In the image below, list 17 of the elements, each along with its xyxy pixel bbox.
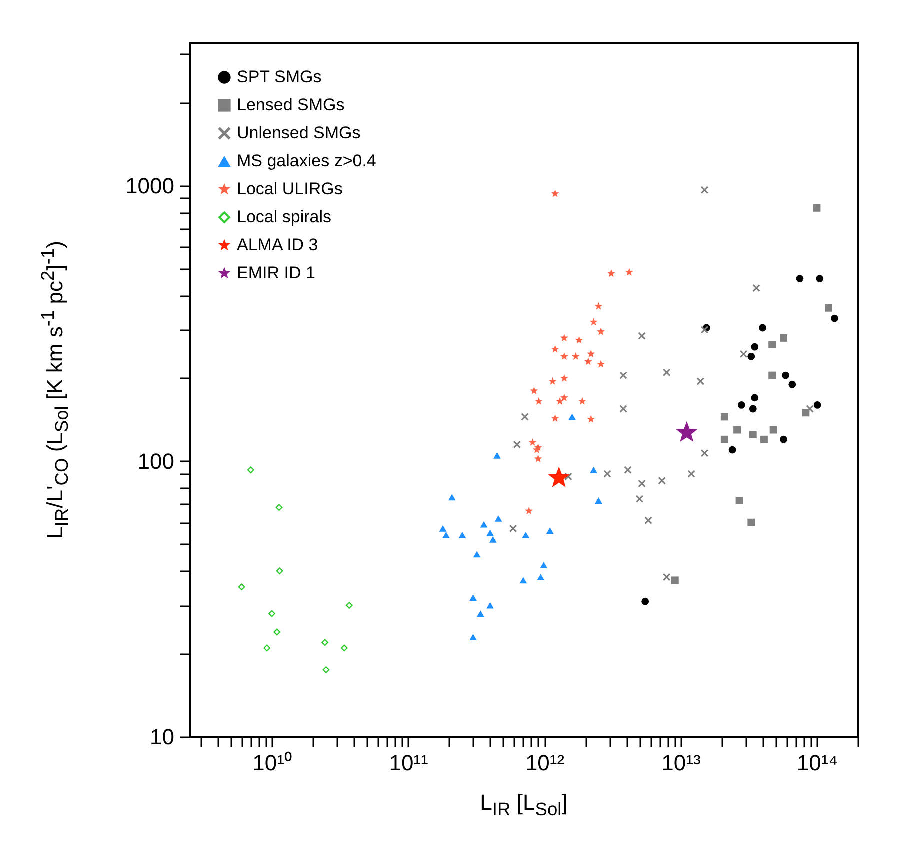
legend-label: SPT SMGs xyxy=(237,68,322,86)
legend-label: ALMA ID 3 xyxy=(237,236,318,254)
x-tick-label: 10¹⁴ xyxy=(796,750,838,776)
legend-label: Local ULIRGs xyxy=(237,180,343,198)
y-tick-label: 1000 xyxy=(126,173,174,198)
y-tick-label: 100 xyxy=(138,448,174,474)
x-tick-label: 10¹³ xyxy=(662,750,701,776)
x-tick-label: 10¹⁰ xyxy=(252,750,292,776)
x-tick-label: 10¹² xyxy=(525,750,565,776)
y-tick-label: 10 xyxy=(150,724,174,750)
legend-label: EMIR ID 1 xyxy=(237,264,316,282)
legend-label: Unlensed SMGs xyxy=(237,124,361,142)
legend-label: Lensed SMGs xyxy=(237,96,345,114)
legend-label: MS galaxies z>0.4 xyxy=(237,152,376,170)
x-tick-label: 10¹¹ xyxy=(389,750,428,776)
x-axis-title: L$_{IR}$ [L$_{Sol}$] xyxy=(480,790,568,820)
legend-label: Local spirals xyxy=(237,208,332,226)
